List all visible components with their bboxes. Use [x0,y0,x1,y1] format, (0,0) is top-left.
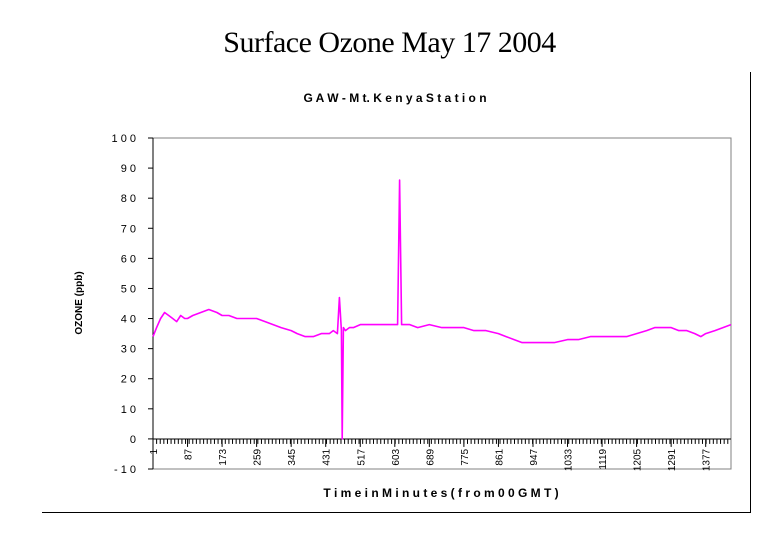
frame-right-border [750,72,751,513]
y-tick-label: 5 0 [121,283,136,295]
x-tick-label: 87 [184,448,195,460]
x-tick-label: 345 [287,448,298,465]
x-tick-label: 775 [460,448,471,465]
y-tick-label: 1 0 [121,404,136,416]
x-tick-label: 947 [529,448,540,465]
x-tick-label: 1205 [633,448,644,471]
x-tick-label: 173 [218,448,229,465]
chart-title: G A W - M t. K e n y a S t a t i o n [303,91,486,105]
series-line [152,179,732,440]
y-axis: 1 0 0 9 0 8 0 7 0 6 0 5 0 4 0 3 0 2 0 1 0 0 - 1 0 [112,133,153,476]
x-tick-label: 431 [322,448,333,465]
y-tick-label: 2 0 [121,374,136,386]
x-tick-label: 603 [391,448,402,465]
plot-area-frame [152,137,732,470]
x-tick-label: 861 [494,448,505,465]
x-tick-label: 517 [356,448,367,465]
x-tick-label: 1033 [564,448,575,471]
y-tick-label: 0 [130,434,136,446]
x-tick-label: 259 [253,448,264,465]
y-tick-label: 4 0 [121,314,136,326]
x-tick-label: 1291 [667,448,678,471]
x-tick-label: 1119 [598,448,609,469]
series-layer [152,179,732,440]
x-tick-label: 1 [149,448,160,454]
frame-bottom-border [42,512,751,513]
y-tick-label: 9 0 [121,163,136,175]
x-tick-label: 1377 [702,448,713,471]
y-tick-label: 3 0 [121,344,136,356]
page-title: Surface Ozone May 17 2004 [223,26,556,59]
y-tick-label: 6 0 [121,253,136,265]
x-axis: 1 87 173 259 345 431 517 603 689 775 861 947 1033 111… [149,438,729,471]
y-tick-label: 1 0 0 [112,133,136,145]
y-tick-label: 7 0 [121,223,136,235]
y-tick-label: - 1 0 [114,464,136,476]
y-tick-label: 8 0 [121,193,136,205]
x-tick-label: 689 [425,448,436,465]
x-axis-label: T i m e i n M i n u t e s ( f r o m 0 0 … [323,486,558,500]
y-axis-label: OZONE (ppb) [74,271,85,334]
